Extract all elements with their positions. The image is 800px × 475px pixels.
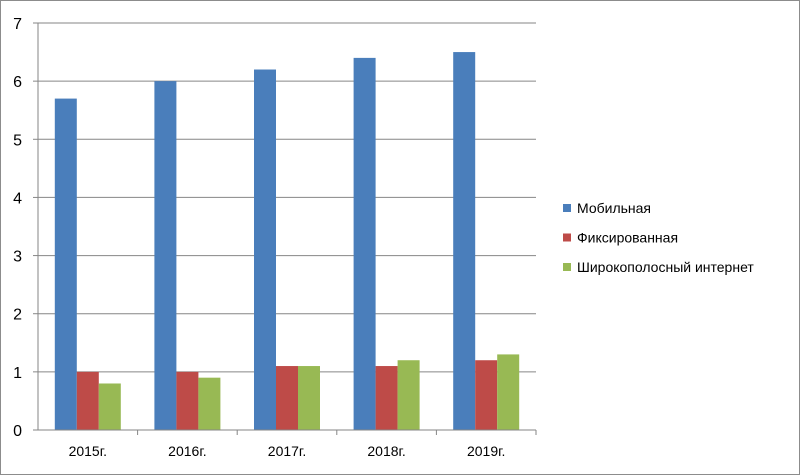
y-tick-label: 0: [13, 423, 22, 440]
bar: [98, 383, 121, 430]
legend[interactable]: Мобильная Фиксированная Широкополосный инт…: [563, 200, 754, 275]
x-tick-label: 2015г.: [69, 443, 107, 459]
y-tick-label: 1: [13, 365, 22, 382]
y-tick-label: 2: [13, 307, 22, 324]
bars: [54, 52, 520, 431]
legend-swatch: [563, 233, 571, 242]
legend-label: Широкополосный интернет: [577, 259, 754, 275]
y-tick-label: 6: [13, 74, 22, 91]
x-tick-label: 2017г.: [268, 443, 306, 459]
bar: [375, 366, 398, 430]
bar: [397, 360, 420, 430]
y-tick-label: 3: [13, 249, 22, 266]
x-tick-label: 2018г.: [367, 443, 405, 459]
bar: [176, 371, 199, 430]
legend-swatch: [563, 204, 571, 212]
bar: [198, 377, 221, 430]
y-axis: 0 1 2 3 4 5 6 7: [13, 16, 39, 440]
bar: [353, 57, 376, 431]
x-tick-label: 2016г.: [168, 443, 206, 459]
x-tick-label: 2019г.: [467, 443, 505, 459]
bar: [254, 69, 276, 430]
legend-swatch: [563, 263, 571, 271]
y-tick-label: 5: [13, 132, 22, 149]
bar: [453, 52, 476, 430]
bar: [276, 366, 298, 430]
x-axis: 2015г. 2016г. 2017г. 2018г. 2019г.: [33, 429, 537, 459]
legend-label: Мобильная: [577, 200, 651, 216]
bar: [76, 371, 99, 430]
bar: [54, 98, 77, 430]
bar: [475, 360, 498, 430]
bar: [497, 354, 520, 430]
legend-label: Фиксированная: [577, 230, 678, 246]
y-tick-label: 7: [13, 16, 22, 33]
bar: [154, 81, 177, 431]
bar: [298, 366, 320, 430]
gridlines: [38, 22, 536, 373]
y-tick-label: 4: [13, 190, 22, 207]
